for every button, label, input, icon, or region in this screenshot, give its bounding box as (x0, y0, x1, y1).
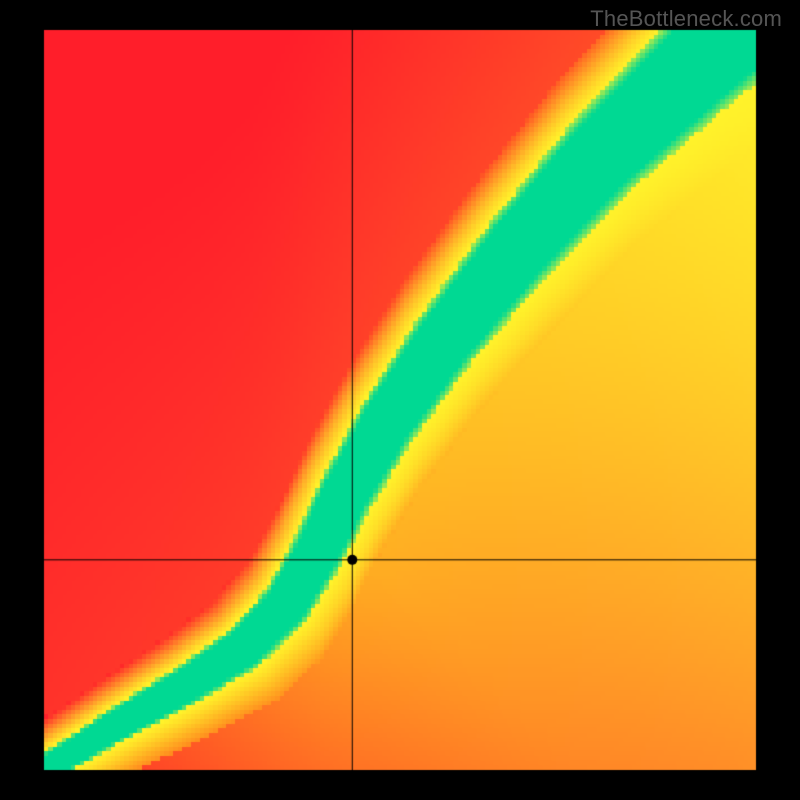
watermark-text: TheBottleneck.com (590, 6, 782, 32)
chart-container: TheBottleneck.com (0, 0, 800, 800)
bottleneck-heatmap (0, 0, 800, 800)
